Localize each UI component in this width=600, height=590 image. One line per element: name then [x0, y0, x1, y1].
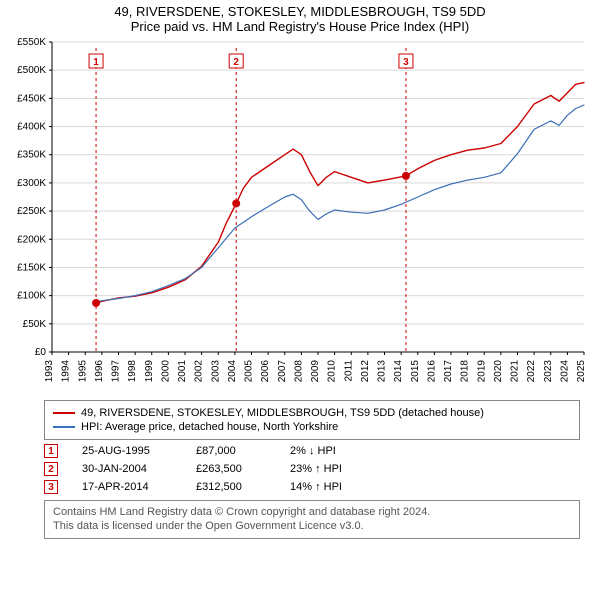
transaction-date: 25-AUG-1995 — [82, 445, 172, 457]
legend-label-hpi: HPI: Average price, detached house, Nort… — [81, 421, 338, 433]
svg-text:2024: 2024 — [559, 360, 570, 383]
svg-text:2013: 2013 — [377, 360, 388, 383]
transaction-pct: 2% ↓ HPI — [290, 445, 380, 457]
svg-text:2022: 2022 — [526, 360, 537, 383]
svg-text:£550K: £550K — [17, 37, 46, 48]
svg-text:2005: 2005 — [244, 360, 255, 383]
svg-text:2023: 2023 — [543, 360, 554, 383]
svg-text:2015: 2015 — [410, 360, 421, 383]
svg-text:2017: 2017 — [443, 360, 454, 383]
svg-text:2010: 2010 — [327, 360, 338, 383]
legend-swatch-hpi — [53, 426, 75, 428]
svg-text:2019: 2019 — [476, 360, 487, 383]
transaction-marker-3: 3 — [44, 480, 58, 494]
svg-text:1996: 1996 — [94, 360, 105, 383]
svg-text:£350K: £350K — [17, 150, 46, 161]
svg-text:3: 3 — [403, 57, 409, 68]
svg-text:2000: 2000 — [160, 360, 171, 383]
svg-text:2009: 2009 — [310, 360, 321, 383]
transaction-row: 3 17-APR-2014 £312,500 14% ↑ HPI — [44, 480, 580, 494]
svg-text:2002: 2002 — [194, 360, 205, 383]
price-chart: £0 £50K £100K £150K £200K £250K £300K £350K £400… — [0, 34, 600, 394]
svg-text:1995: 1995 — [77, 360, 88, 383]
svg-text:2016: 2016 — [426, 360, 437, 383]
footer-line-1: Contains HM Land Registry data © Crown c… — [53, 505, 571, 519]
svg-text:1999: 1999 — [144, 360, 155, 383]
svg-text:2006: 2006 — [260, 360, 271, 383]
svg-text:2011: 2011 — [343, 360, 354, 382]
transactions-table: 1 25-AUG-1995 £87,000 2% ↓ HPI 2 30-JAN-… — [44, 444, 580, 494]
transaction-date: 30-JAN-2004 — [82, 463, 172, 475]
legend-item-property: 49, RIVERSDENE, STOKESLEY, MIDDLESBROUGH… — [53, 407, 571, 419]
svg-text:2012: 2012 — [360, 360, 371, 383]
svg-text:1994: 1994 — [61, 360, 72, 383]
svg-text:1997: 1997 — [111, 360, 122, 383]
svg-text:£250K: £250K — [17, 206, 46, 217]
svg-text:£450K: £450K — [17, 93, 46, 104]
transaction-pct: 23% ↑ HPI — [290, 463, 380, 475]
transaction-row: 2 30-JAN-2004 £263,500 23% ↑ HPI — [44, 462, 580, 476]
title-line-1: 49, RIVERSDENE, STOKESLEY, MIDDLESBROUGH… — [0, 4, 600, 19]
svg-text:£400K: £400K — [17, 122, 46, 133]
svg-text:2018: 2018 — [460, 360, 471, 383]
transaction-marker-2: 2 — [44, 462, 58, 476]
svg-text:£300K: £300K — [17, 178, 46, 189]
svg-text:2025: 2025 — [576, 360, 587, 383]
transaction-price: £312,500 — [196, 481, 266, 493]
svg-text:£200K: £200K — [17, 234, 46, 245]
transaction-price: £87,000 — [196, 445, 266, 457]
legend-swatch-property — [53, 412, 75, 414]
footer-note: Contains HM Land Registry data © Crown c… — [44, 500, 580, 539]
svg-text:2001: 2001 — [177, 360, 188, 383]
svg-text:£500K: £500K — [17, 65, 46, 76]
legend-label-property: 49, RIVERSDENE, STOKESLEY, MIDDLESBROUGH… — [81, 407, 484, 419]
chart-svg: £0 £50K £100K £150K £200K £250K £300K £350K £400… — [0, 34, 600, 394]
svg-text:2003: 2003 — [210, 360, 221, 383]
transaction-price: £263,500 — [196, 463, 266, 475]
svg-text:2020: 2020 — [493, 360, 504, 383]
svg-text:£100K: £100K — [17, 291, 46, 302]
transaction-date: 17-APR-2014 — [82, 481, 172, 493]
transaction-marker-1: 1 — [44, 444, 58, 458]
footer-line-2: This data is licensed under the Open Gov… — [53, 519, 571, 533]
svg-text:2014: 2014 — [393, 360, 404, 383]
svg-text:1: 1 — [93, 57, 99, 68]
title-line-2: Price paid vs. HM Land Registry's House … — [0, 19, 600, 34]
svg-text:2004: 2004 — [227, 360, 238, 383]
transaction-pct: 14% ↑ HPI — [290, 481, 380, 493]
transaction-row: 1 25-AUG-1995 £87,000 2% ↓ HPI — [44, 444, 580, 458]
svg-text:2007: 2007 — [277, 360, 288, 383]
svg-text:2021: 2021 — [510, 360, 521, 383]
svg-text:£150K: £150K — [17, 262, 46, 273]
svg-text:2008: 2008 — [293, 360, 304, 383]
svg-text:£0: £0 — [35, 347, 47, 358]
svg-text:1998: 1998 — [127, 360, 138, 383]
svg-text:2: 2 — [233, 57, 239, 68]
svg-text:£50K: £50K — [23, 319, 47, 330]
svg-text:1993: 1993 — [44, 360, 55, 383]
legend: 49, RIVERSDENE, STOKESLEY, MIDDLESBROUGH… — [44, 400, 580, 440]
legend-item-hpi: HPI: Average price, detached house, Nort… — [53, 421, 571, 433]
